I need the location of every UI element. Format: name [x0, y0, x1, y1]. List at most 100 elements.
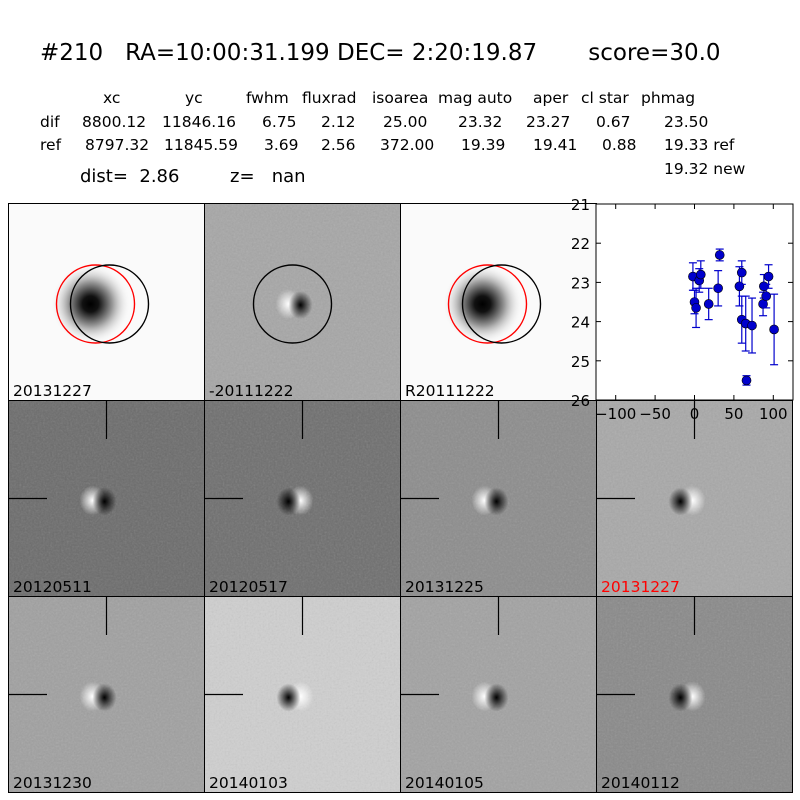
stamp-label: 20140103	[209, 774, 288, 792]
data-point	[741, 375, 752, 386]
y-tick-label: 23	[571, 274, 590, 292]
x-tick-label: −50	[639, 405, 671, 423]
data-point	[714, 248, 725, 262]
dif-fluxrad: 2.12	[321, 113, 356, 131]
black-aperture-circle	[252, 264, 333, 344]
marker	[769, 324, 779, 335]
stamp-image	[9, 204, 204, 400]
ref-fluxrad: 2.56	[321, 136, 356, 154]
ref-isoarea: 372.00	[380, 136, 435, 154]
dipole-negative	[92, 683, 117, 712]
y-tick-label: 26	[571, 392, 590, 410]
ref-aper: 19.41	[533, 136, 578, 154]
dif-isoarea: 25.00	[383, 113, 428, 131]
dipole-negative	[668, 683, 693, 712]
black-aperture-circle	[69, 264, 150, 344]
star-source	[50, 264, 131, 344]
x-tick-label: 0	[690, 405, 700, 423]
dif-mag-auto: 23.32	[458, 113, 503, 131]
x-tick-label: 50	[724, 405, 743, 423]
marker	[741, 375, 752, 386]
col-header-aper: aper	[533, 89, 569, 107]
marker	[691, 303, 701, 313]
data-point	[747, 297, 757, 354]
ref-mag-auto: 19.39	[461, 136, 506, 154]
stamp-label: 20140112	[601, 774, 680, 792]
data-point	[736, 260, 747, 285]
stamp-label: -20111222	[209, 382, 294, 400]
stamp-image	[205, 204, 400, 400]
x-tick-label: −100	[595, 405, 636, 423]
star-source	[442, 264, 523, 344]
y-tick-label: 25	[571, 353, 590, 371]
stamp-label: 20131227	[601, 578, 680, 596]
col-header-isoarea: isoarea	[372, 89, 429, 107]
stamp-image	[401, 401, 596, 596]
data-point	[763, 264, 774, 289]
dif-cl-star: 0.67	[596, 113, 631, 131]
dif-aper: 23.27	[526, 113, 571, 131]
marker	[763, 271, 774, 282]
stamp-image	[597, 401, 792, 596]
black-aperture-circle	[461, 264, 542, 344]
stamp-label: 20131230	[13, 774, 92, 792]
stamp-panel-epoch: 20140112	[596, 596, 793, 793]
stamp-panel-epoch: 20131230	[8, 596, 205, 793]
red-aperture-circle	[55, 264, 136, 344]
col-header-cl-star: cl star	[581, 89, 629, 107]
ref-phmag: 19.33 ref	[664, 136, 735, 154]
col-header-yc: yc	[185, 89, 203, 107]
ref-cl-star: 0.88	[602, 136, 637, 154]
stamp-panel-epoch: 20131225	[400, 400, 597, 597]
dipole-negative	[276, 487, 301, 516]
ref-xc: 8797.32	[85, 136, 150, 154]
dif-phmag: 23.50	[664, 113, 709, 131]
dipole-negative	[484, 487, 509, 516]
marker	[713, 283, 723, 294]
stamp-image	[9, 401, 204, 596]
dipole-negative	[484, 683, 509, 712]
stamp-label: 20120517	[209, 578, 288, 596]
stamp-label: 20140105	[405, 774, 484, 792]
stamp-panel-epoch: 20140105	[400, 596, 597, 793]
stamp-image	[9, 597, 204, 792]
x-tick-label: 100	[759, 405, 788, 423]
marker	[736, 267, 747, 278]
stamp-label: 20131227	[13, 382, 92, 400]
marker	[761, 291, 772, 301]
stamp-panel-epoch: 20120511	[8, 400, 205, 597]
stamp-panel-epoch-current: 20131227	[596, 400, 793, 597]
col-header-xc: xc	[103, 89, 121, 107]
marker	[747, 320, 757, 331]
data-point	[713, 270, 723, 307]
stamp-label: R20111222	[405, 382, 495, 400]
row-label-ref: ref	[40, 136, 62, 154]
dif-fwhm: 6.75	[262, 113, 297, 131]
marker	[734, 281, 745, 292]
y-tick-label: 24	[571, 314, 590, 332]
col-header-phmag: phmag	[641, 89, 696, 107]
stamp-image	[597, 597, 792, 792]
stamp-label: 20120511	[13, 578, 92, 596]
dif-yc: 11846.16	[162, 113, 236, 131]
stamp-image	[205, 401, 400, 596]
dipole-negative	[276, 683, 301, 712]
stamp-panel-reference: R20111222	[400, 203, 597, 401]
stamp-image	[401, 204, 596, 400]
stamp-image	[205, 597, 400, 792]
stamp-panel-search: 20131227	[8, 203, 205, 401]
data-point	[696, 260, 706, 289]
marker	[714, 250, 725, 260]
stamp-panel-epoch: 20140103	[204, 596, 401, 793]
marker	[696, 269, 706, 280]
stamp-panel-epoch: 20120517	[204, 400, 401, 597]
dipole-negative	[92, 487, 117, 516]
y-tick-label: 21	[571, 196, 590, 214]
candidate-title: #210 RA=10:00:31.199 DEC= 2:20:19.87 sco…	[40, 40, 721, 66]
dif-xc: 8800.12	[82, 113, 147, 131]
new-phmag: 19.32 new	[664, 160, 746, 178]
row-label-dif: dif	[40, 113, 60, 131]
stamp-label: 20131225	[405, 578, 484, 596]
marker	[703, 299, 714, 309]
y-tick-label: 22	[571, 235, 590, 253]
